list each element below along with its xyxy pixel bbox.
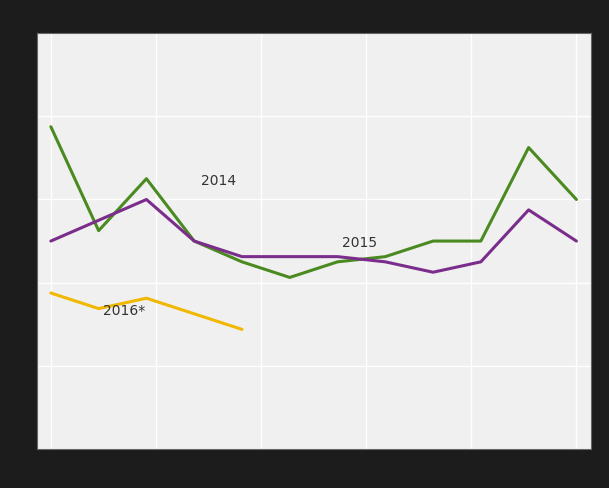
Text: 2014: 2014 bbox=[202, 174, 236, 187]
Text: 2015: 2015 bbox=[342, 236, 378, 250]
Text: 2016*: 2016* bbox=[104, 303, 146, 317]
